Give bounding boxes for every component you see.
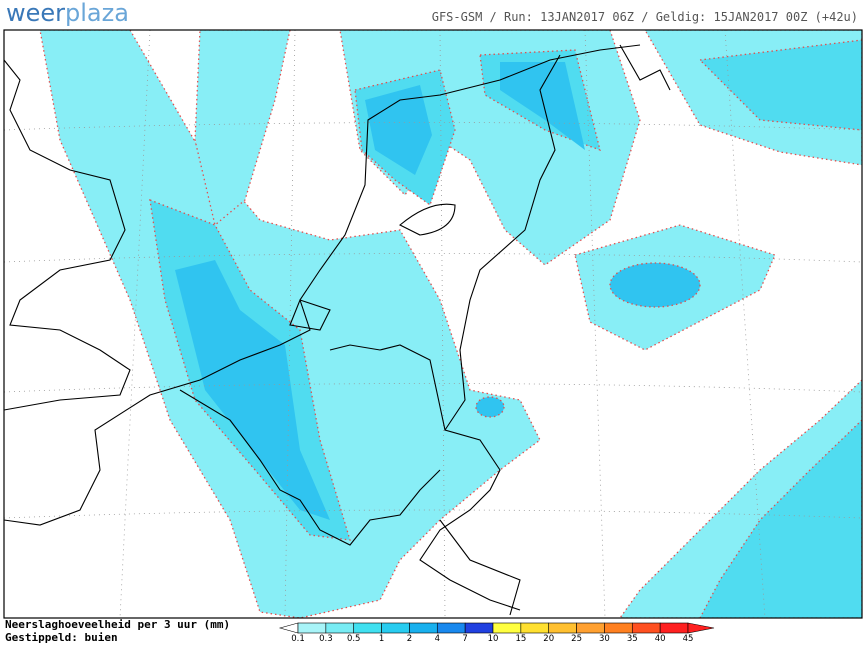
rain-area [194,30,291,227]
scale-label: 40 [655,634,666,644]
scale-swatch [604,622,633,634]
scale-label: 15 [515,634,526,644]
scale-swatch [520,622,550,634]
scale-swatch [409,622,438,634]
rain-area [609,262,701,308]
scale-label: 2 [407,634,412,644]
scale-label: 0.1 [291,634,305,644]
scale-high [687,622,715,634]
rain-area [698,39,862,131]
rain-core [175,260,330,520]
scale-label: 0.5 [347,634,361,644]
legend-subtitle: Gestippeld: buien [5,631,118,644]
scale-label: 0.3 [319,634,333,644]
rain-area [475,396,505,418]
logo-part: plaza [65,0,129,27]
logo: weerplaza [6,0,129,27]
scale-low [278,622,299,634]
scale-swatch [436,622,466,634]
scale-swatch [659,622,689,634]
color-scale: 0.1 0.3 0.5 1 2 4 7 10 15 20 25 30 35 40 45 [278,622,715,644]
coastlines-borders [4,44,671,616]
scale-label: 7 [462,634,467,644]
scale-label: 35 [627,634,638,644]
rain-area [699,419,862,618]
scale-label: 4 [435,634,440,644]
run-info: GFS-GSM / Run: 13JAN2017 06Z / Geldig: 1… [432,10,858,24]
scale-swatch [353,622,382,634]
scale-label: 25 [571,634,582,644]
scale-label: 45 [683,634,694,644]
scale-label: 10 [488,634,499,644]
scale-swatch [492,622,522,634]
map-area [3,29,863,619]
scale-swatch [631,622,661,634]
scale-swatch [325,622,355,634]
scale-swatch [464,622,494,634]
scale-swatch [297,622,327,634]
scale-label: 1 [379,634,384,644]
map-frame [3,29,863,619]
legend-title: Neerslaghoeveelheid per 3 uur (mm) [5,618,230,631]
logo-part: weer [6,0,65,27]
scale-label: 30 [599,634,610,644]
scale-swatch [576,622,605,634]
scale-swatch [548,622,577,634]
scale-label: 20 [543,634,554,644]
rain-core [500,62,585,150]
rain-core [365,85,432,175]
graticule [4,30,862,618]
scale-swatch [381,622,410,634]
